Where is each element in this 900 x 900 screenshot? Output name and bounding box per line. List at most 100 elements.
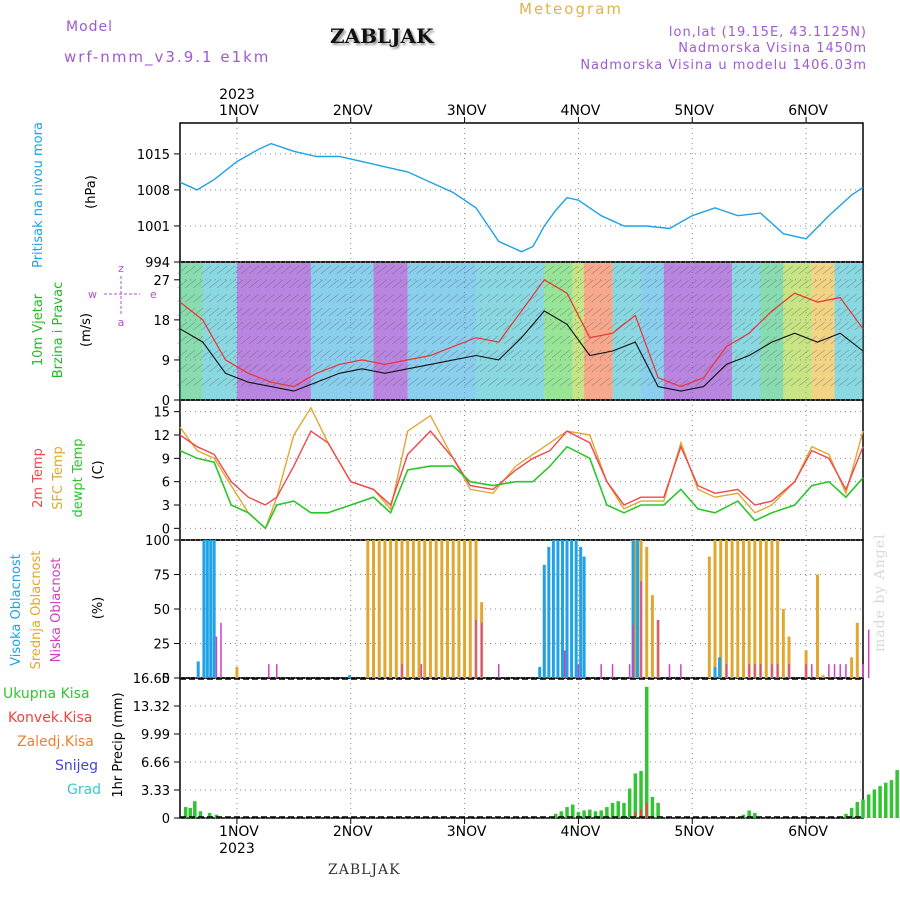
wind-barb	[822, 265, 833, 275]
wind-barb	[487, 265, 499, 275]
wind-barb	[408, 279, 419, 289]
wind-barb	[535, 377, 547, 387]
wind-barb	[790, 349, 802, 359]
wind-barb	[240, 349, 252, 359]
wind-barb	[726, 293, 738, 303]
wind-barb	[272, 279, 284, 289]
mid-cloud-bar	[377, 540, 381, 678]
wind-barb	[487, 279, 499, 289]
wind-barb	[177, 349, 188, 359]
meteogram-title: Meteogram	[519, 0, 623, 18]
wind-barb	[432, 321, 443, 331]
top-day-label: 1NOV	[219, 103, 259, 119]
wind-barb	[798, 279, 810, 289]
wind-barb	[567, 265, 578, 275]
low-cloud-bar	[811, 664, 813, 678]
wind-barb	[838, 377, 849, 387]
wind-barb	[615, 293, 626, 303]
wind-barb	[671, 363, 682, 373]
y-tick-label: 1015	[137, 148, 170, 163]
wind-barb	[440, 293, 451, 303]
wind-barb	[639, 377, 650, 387]
wind-barb	[647, 335, 658, 345]
precip-total-bar	[198, 811, 203, 818]
precip-total-bar	[582, 810, 586, 818]
wind-barb	[440, 349, 451, 359]
wind-barb	[623, 349, 634, 359]
wind-barb-band	[783, 263, 812, 399]
wind-barb	[567, 307, 578, 317]
wind-barb	[352, 293, 363, 303]
precip-total-bar	[588, 809, 592, 818]
wind-barb	[368, 293, 379, 303]
compass-w: w	[88, 288, 97, 301]
precip-total-bar	[844, 813, 848, 818]
model-elevation: Nadmorska Visina u modelu 1406.03m	[580, 58, 867, 73]
wind-barb	[671, 377, 682, 387]
wind-barb	[854, 279, 865, 289]
wind-barb	[814, 293, 825, 303]
wind-barb	[806, 265, 817, 275]
wind-barb	[575, 349, 586, 359]
wind-barb	[495, 265, 507, 275]
wind-barb	[224, 363, 236, 373]
wind-barb	[408, 321, 419, 331]
wind-barb	[376, 363, 387, 373]
wind-barb	[296, 349, 308, 359]
wind-barb-band	[732, 263, 761, 399]
wind-barb	[734, 349, 746, 359]
y-tick-label: 6	[162, 476, 170, 491]
wind-barb	[655, 349, 666, 359]
wind-barb	[655, 321, 666, 331]
precip-total-bar	[650, 796, 655, 818]
wind-barb	[503, 265, 515, 275]
wind-barb	[639, 349, 650, 359]
wind-barb	[400, 293, 411, 303]
wind-barb	[750, 377, 762, 387]
wind-barb	[304, 293, 315, 303]
low-cloud-bar	[564, 650, 566, 678]
wind-barb	[846, 349, 857, 359]
wind-barb	[527, 265, 539, 275]
wind-barb	[208, 363, 220, 373]
wind-barb	[790, 377, 802, 387]
wind-barb	[742, 321, 754, 331]
wind-barb	[782, 335, 794, 345]
wind-barb	[400, 279, 411, 289]
wind-barb	[631, 377, 642, 387]
y-tick-label: 12	[153, 429, 170, 444]
wind-barb	[774, 293, 786, 303]
wind-barb	[320, 265, 331, 275]
precip-legend-item: Grad	[67, 782, 101, 798]
high-cloud-bar	[574, 540, 578, 678]
wind-barb	[248, 363, 260, 373]
mid-cloud-bar	[707, 556, 711, 678]
wind-barb	[694, 377, 706, 387]
wind-barb	[400, 307, 411, 317]
bottom-day-label: 4NOV	[561, 824, 601, 840]
wind-barb	[416, 349, 427, 359]
wind-barb	[758, 307, 770, 317]
wind-barb	[758, 349, 770, 359]
wind-barb	[440, 279, 451, 289]
low-cloud-bar	[480, 622, 483, 678]
wind-barb	[200, 293, 212, 303]
wind-barb	[687, 349, 698, 359]
wind-barb	[463, 321, 475, 331]
wind-barb	[503, 349, 515, 359]
wind-barb	[408, 335, 419, 345]
wind-barb	[256, 293, 268, 303]
wind-barb	[463, 349, 475, 359]
wind-barb	[734, 279, 746, 289]
wind-barb	[798, 307, 810, 317]
wind-barb	[328, 335, 339, 345]
wind-barb	[424, 293, 435, 303]
wind-barb	[671, 279, 682, 289]
wind-barb	[615, 349, 626, 359]
precip-total-bar	[622, 802, 626, 818]
mid-cloud-bar	[730, 540, 734, 678]
wind-barb	[814, 363, 825, 373]
precip-total-bar	[747, 810, 751, 818]
wind-barb	[774, 265, 786, 275]
wind-barb	[256, 349, 268, 359]
